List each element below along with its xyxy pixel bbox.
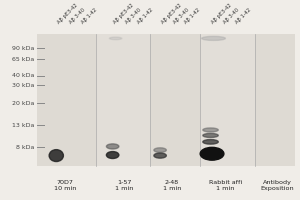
Text: Aβ pE3-42: Aβ pE3-42 [112,2,135,25]
Text: 40 kDa: 40 kDa [12,73,34,78]
Ellipse shape [106,144,119,149]
Ellipse shape [154,148,166,152]
Text: Aβ 3-40: Aβ 3-40 [124,7,142,25]
Ellipse shape [203,128,218,132]
Bar [150,34,200,166]
Bar [200,34,255,166]
Ellipse shape [106,152,119,159]
Text: Aβ 3-40: Aβ 3-40 [222,7,240,25]
Text: Aβ 1-42: Aβ 1-42 [184,7,202,25]
Text: Aβ 3-40: Aβ 3-40 [172,7,190,25]
Text: Aβ 1-42: Aβ 1-42 [234,7,252,25]
Text: Aβ 1-42: Aβ 1-42 [80,7,98,25]
Text: 1-57
1 min: 1-57 1 min [115,180,134,191]
Bar [37,34,96,166]
Ellipse shape [202,36,225,40]
Ellipse shape [200,147,224,160]
Ellipse shape [110,37,122,40]
Text: Aβ pE3-42: Aβ pE3-42 [160,2,182,25]
Text: Aβ pE3-42: Aβ pE3-42 [56,2,79,25]
Text: 90 kDa: 90 kDa [12,46,34,51]
Text: Aβ 1-42: Aβ 1-42 [136,7,154,25]
Text: 70D7
10 min: 70D7 10 min [54,180,76,191]
Ellipse shape [203,133,218,137]
Bar [255,34,295,166]
Text: 2-48
1 min: 2-48 1 min [163,180,181,191]
Text: Rabbit affi
1 min: Rabbit affi 1 min [209,180,242,191]
Ellipse shape [203,140,218,144]
Text: Aβ 3-40: Aβ 3-40 [68,7,86,25]
Text: 65 kDa: 65 kDa [12,57,34,62]
Text: 8 kDa: 8 kDa [16,145,34,150]
Ellipse shape [49,150,63,162]
Text: Aβ pE3-42: Aβ pE3-42 [211,2,233,25]
Text: Antibody
Exposition: Antibody Exposition [260,180,294,191]
Text: 30 kDa: 30 kDa [12,83,34,88]
Bar [96,34,150,166]
Text: 20 kDa: 20 kDa [12,101,34,106]
Ellipse shape [154,153,166,158]
Text: 13 kDa: 13 kDa [12,123,34,128]
